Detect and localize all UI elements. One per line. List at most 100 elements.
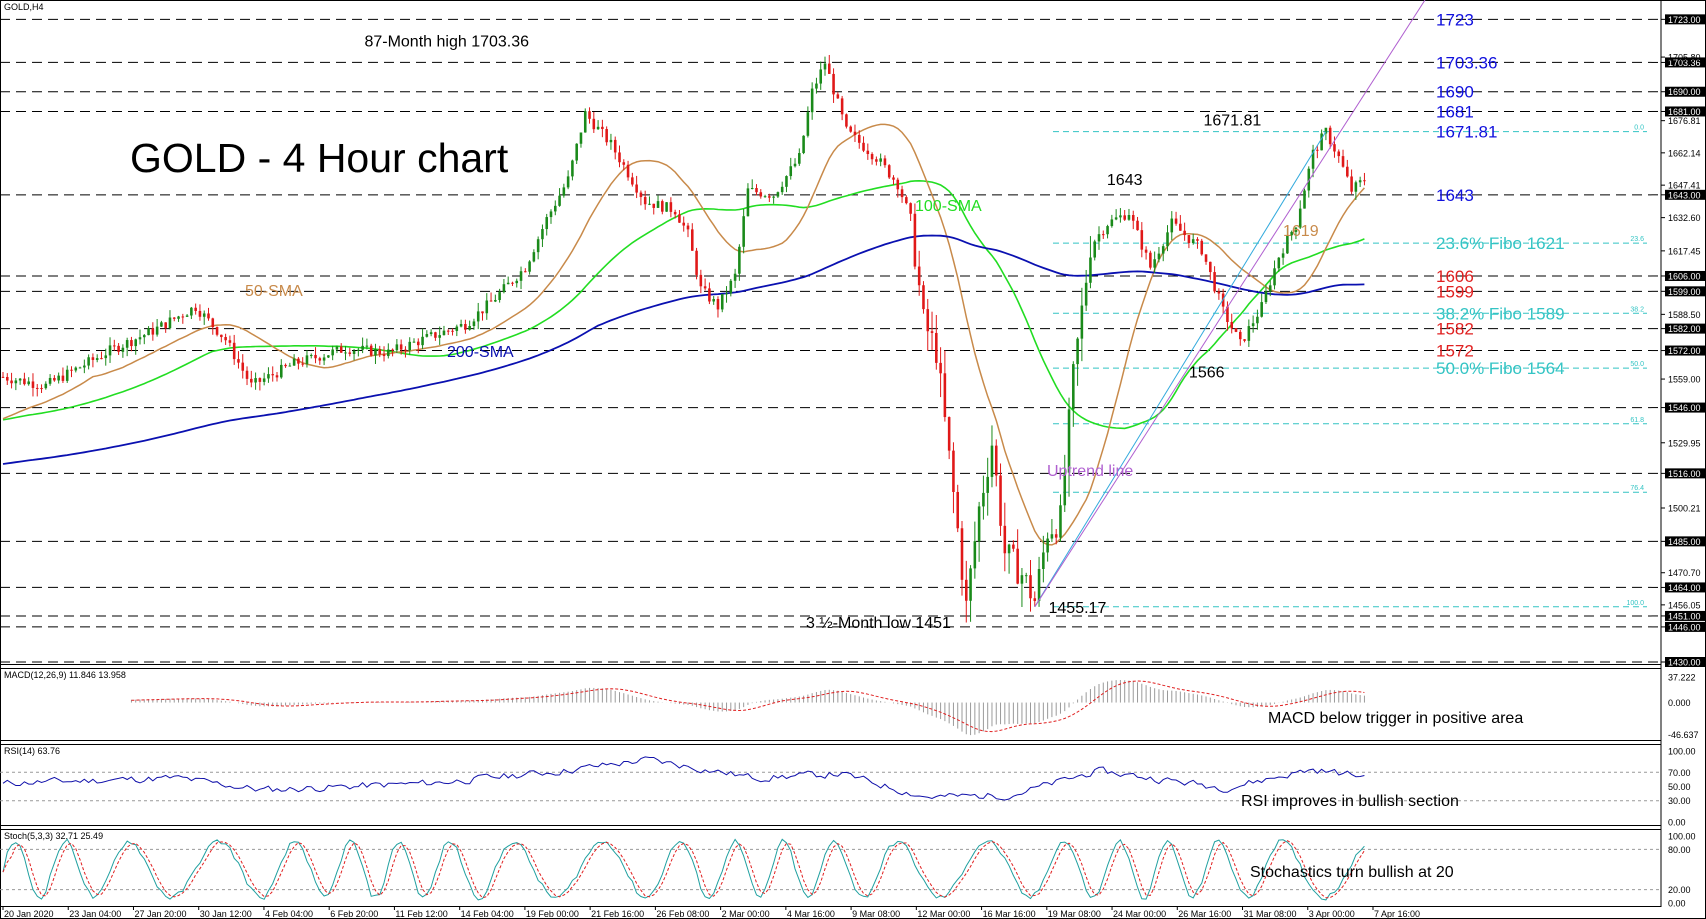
candle-body xyxy=(553,205,557,212)
x-tick-label: 16 Mar 16:00 xyxy=(983,909,1036,919)
candle-body xyxy=(104,355,108,359)
candle-body xyxy=(541,229,544,240)
candle-body xyxy=(27,381,30,385)
candle-body xyxy=(172,317,176,319)
candle-body xyxy=(87,357,90,366)
candle-body xyxy=(429,332,433,335)
price-label-box xyxy=(1665,286,1705,297)
candle-body xyxy=(472,321,476,327)
candle-body xyxy=(288,365,292,367)
sma-100-label: 100-SMA xyxy=(915,198,982,215)
x-tick-label: 26 Feb 08:00 xyxy=(656,909,709,919)
x-tick-label: 26 Mar 16:00 xyxy=(1178,909,1231,919)
symbol-label: GOLD,H4 xyxy=(4,2,44,12)
candle-body xyxy=(190,307,193,316)
candle-body xyxy=(1217,291,1221,294)
candle-body xyxy=(194,307,197,311)
level-label: 1681 xyxy=(1436,102,1474,121)
candle-body xyxy=(913,213,917,267)
candle-body xyxy=(164,322,167,329)
candle-body xyxy=(1157,253,1161,260)
candle-body xyxy=(703,286,707,289)
level-label: 1671.81 xyxy=(1436,123,1497,142)
candle-body xyxy=(1358,180,1362,183)
candle-body xyxy=(1131,215,1135,221)
candle-body xyxy=(729,280,733,294)
candle-body xyxy=(1050,534,1054,539)
candle-body xyxy=(1316,149,1319,151)
candle-body xyxy=(309,354,313,356)
rsi-tick-label: 70.00 xyxy=(1668,768,1691,778)
uptrend-label: Uptrend line xyxy=(1047,463,1133,480)
candle-body xyxy=(686,225,690,230)
candle-body xyxy=(601,126,604,130)
candle-body xyxy=(699,274,703,287)
candle-body xyxy=(964,579,968,601)
candle-body xyxy=(1363,180,1366,182)
price-tick-label: 1546.00 xyxy=(1668,403,1701,413)
candle-body xyxy=(1307,168,1311,191)
candle-body xyxy=(1286,235,1289,254)
candle-body xyxy=(930,331,934,333)
candle-body xyxy=(416,341,420,346)
candle-body xyxy=(733,273,737,281)
candle-body xyxy=(57,375,60,381)
candle-body xyxy=(990,445,994,477)
x-tick-label: 21 Feb 16:00 xyxy=(591,909,644,919)
x-tick-label: 19 Mar 08:00 xyxy=(1048,909,1101,919)
x-tick-label: 6 Feb 20:00 xyxy=(330,909,378,919)
candle-body xyxy=(682,222,686,226)
candle-body xyxy=(815,83,818,89)
candle-body xyxy=(65,369,69,381)
candle-body xyxy=(31,381,35,388)
x-tick-label: 19 Feb 00:00 xyxy=(526,909,579,919)
candle-body xyxy=(519,271,523,281)
price-tick-label: 1599.00 xyxy=(1668,287,1701,297)
candle-body xyxy=(5,376,9,381)
rsi-tick-label: 100.00 xyxy=(1668,747,1696,757)
candle-body xyxy=(284,364,287,367)
candle-body xyxy=(690,229,694,251)
candle-body xyxy=(643,197,647,205)
candle-body xyxy=(147,328,150,336)
candle-body xyxy=(339,346,343,353)
candle-body xyxy=(575,143,578,161)
price-label-box xyxy=(1665,14,1705,25)
candle-body xyxy=(1298,208,1302,228)
candle-body xyxy=(44,383,48,389)
candle-body xyxy=(999,475,1002,526)
level-label: 1606 xyxy=(1436,267,1474,286)
candle-body xyxy=(579,132,583,144)
fibo-ratio-label: 76.4 xyxy=(1630,485,1644,492)
candle-body xyxy=(378,348,382,355)
candle-body xyxy=(142,335,146,338)
candle-body xyxy=(1354,182,1358,192)
candle-body xyxy=(494,299,497,302)
x-tick-label: 27 Jan 20:00 xyxy=(134,909,186,919)
candle-body xyxy=(917,266,921,286)
price-annotation: 1671.81 xyxy=(1203,113,1261,130)
candle-body xyxy=(1294,227,1298,232)
candle-body xyxy=(1153,259,1156,268)
candle-body xyxy=(609,139,613,143)
candle-body xyxy=(973,541,977,569)
candle-body xyxy=(583,111,587,133)
candle-body xyxy=(202,313,206,317)
candle-body xyxy=(387,349,390,357)
candle-body xyxy=(738,246,741,274)
candle-body xyxy=(314,354,317,359)
price-tick-label: 1723.00 xyxy=(1668,15,1701,25)
candle-body xyxy=(485,300,489,314)
candle-body xyxy=(344,352,347,354)
price-tick-label: 1500.21 xyxy=(1668,504,1701,514)
candle-body xyxy=(10,380,13,384)
candle-body xyxy=(1346,166,1349,177)
candle-body xyxy=(1303,190,1306,209)
price-tick-label: 1617.45 xyxy=(1668,246,1701,256)
candle-body xyxy=(652,203,656,208)
candle-body xyxy=(506,282,510,285)
candle-body xyxy=(361,345,364,350)
price-label-box xyxy=(1665,402,1705,413)
